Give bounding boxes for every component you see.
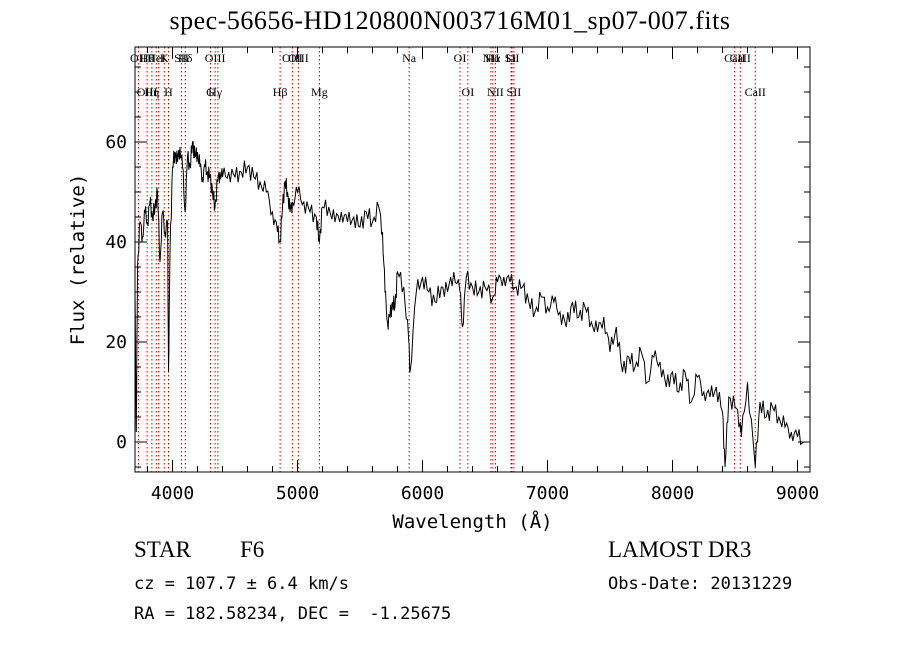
y-axis-label: Flux (relative) (67, 174, 89, 346)
spectrum-series (134, 140, 805, 468)
marker-label-bottom: G (206, 85, 215, 99)
marker-label-top: OIII (205, 51, 226, 65)
marker-label-top: NII (483, 51, 500, 65)
marker-label-top: OI (454, 51, 467, 65)
x-tick-label: 8000 (651, 483, 694, 504)
plot-frame (134, 46, 811, 473)
y-tick-label: 60 (105, 132, 127, 153)
marker-label-top: K (160, 51, 169, 65)
y-tick-label: 20 (105, 332, 127, 353)
marker-label-bottom: Mg (311, 85, 328, 99)
marker-label-bottom: Hβ (273, 85, 288, 99)
y-tick-label: 40 (105, 232, 127, 253)
marker-label-top: HeI (147, 51, 165, 65)
marker-label-top: Hθ (140, 51, 155, 65)
marker-label-top: OII (130, 51, 147, 65)
x-axis-label: Wavelength (Å) (392, 510, 552, 533)
y-tick-label: 0 (116, 432, 127, 453)
chart-title: spec-56656-HD120800N003716M01_sp07-007.f… (169, 6, 731, 35)
marker-label-bottom: OI (462, 85, 475, 99)
survey-name: LAMOST DR3 (608, 537, 752, 562)
marker-label-top: Li (506, 51, 517, 65)
marker-label-top: CaII (730, 51, 751, 65)
x-tick-label: 4000 (151, 483, 194, 504)
marker-label-bottom: SII (507, 85, 522, 99)
marker-label-top: CaII (724, 51, 745, 65)
marker-label-top: Na (402, 51, 417, 65)
marker-label-top: SII (174, 51, 189, 65)
redshift-value: cz = 107.7 ± 6.4 km/s (134, 574, 349, 594)
x-tick-label: 7000 (526, 483, 569, 504)
marker-label-bottom: NII (487, 85, 504, 99)
star-class: STAR (134, 537, 191, 562)
marker-label-bottom: CaII (745, 85, 766, 99)
marker-label-top: Hδ (178, 51, 193, 65)
marker-label-top: Hα (485, 51, 501, 65)
x-tick-label: 5000 (276, 483, 319, 504)
marker-label-top: OIII (288, 51, 309, 65)
marker-label-top: SII (505, 51, 520, 65)
coordinates: RA = 182.58234, DEC = -1.25675 (134, 604, 452, 624)
marker-label-bottom: Hγ (208, 85, 223, 99)
obs-date: Obs-Date: 20131229 (608, 574, 793, 594)
marker-label-bottom: H (164, 85, 173, 99)
x-tick-label: 6000 (401, 483, 444, 504)
star-subclass: F6 (240, 537, 265, 562)
marker-label-bottom: Hη (144, 85, 159, 99)
x-tick-label: 9000 (776, 483, 819, 504)
